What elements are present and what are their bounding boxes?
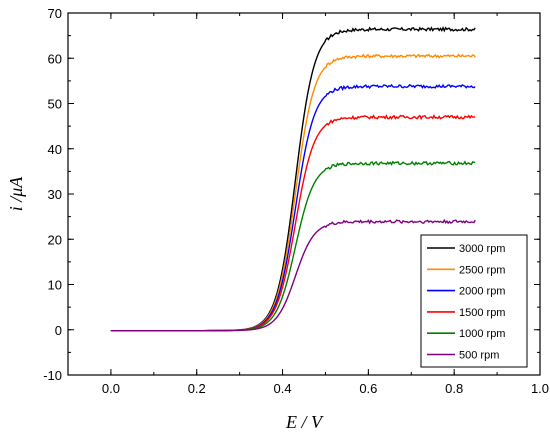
y-axis-title: i /μA [6, 176, 26, 212]
y-tick-label: 20 [48, 232, 62, 247]
y-tick-label: 50 [48, 97, 62, 112]
x-tick-label: 0.0 [102, 381, 120, 396]
y-tick-label: -10 [43, 368, 62, 383]
series-line-500-rpm [110, 218, 476, 332]
chart-legend: 3000 rpm 2500 rpm 2000 rpm 1500 rpm 1000 rpm… [420, 234, 528, 368]
x-tick-label: 1.0 [531, 381, 549, 396]
x-tick-label: 0.4 [274, 381, 292, 396]
y-tick-label: 0 [55, 323, 62, 338]
legend-label: 1500 rpm [459, 307, 505, 319]
plot-lines [110, 26, 476, 332]
x-axis-title: E / V [285, 412, 324, 432]
x-tick-label: 0.8 [445, 381, 463, 396]
legend-label: 1000 rpm [459, 328, 505, 340]
x-tick-label: 0.6 [359, 381, 377, 396]
legend-label: 2000 rpm [459, 286, 505, 298]
axis-ticks [67, 12, 541, 376]
legend-label: 2500 rpm [459, 264, 505, 276]
x-tick-label: 0.2 [188, 381, 206, 396]
legend-label: 3000 rpm [459, 243, 505, 255]
axis-tick-labels: 0.0 0.2 0.4 0.6 0.8 1.0 -10 0 10 20 30 40 50 60 70 [43, 6, 549, 396]
y-tick-label: 70 [48, 6, 62, 21]
y-tick-label: 10 [48, 278, 62, 293]
y-tick-label: 60 [48, 51, 62, 66]
legend-box [420, 234, 528, 368]
y-tick-label: 40 [48, 142, 62, 157]
legend-label: 500 rpm [459, 350, 499, 362]
y-tick-label: 30 [48, 187, 62, 202]
